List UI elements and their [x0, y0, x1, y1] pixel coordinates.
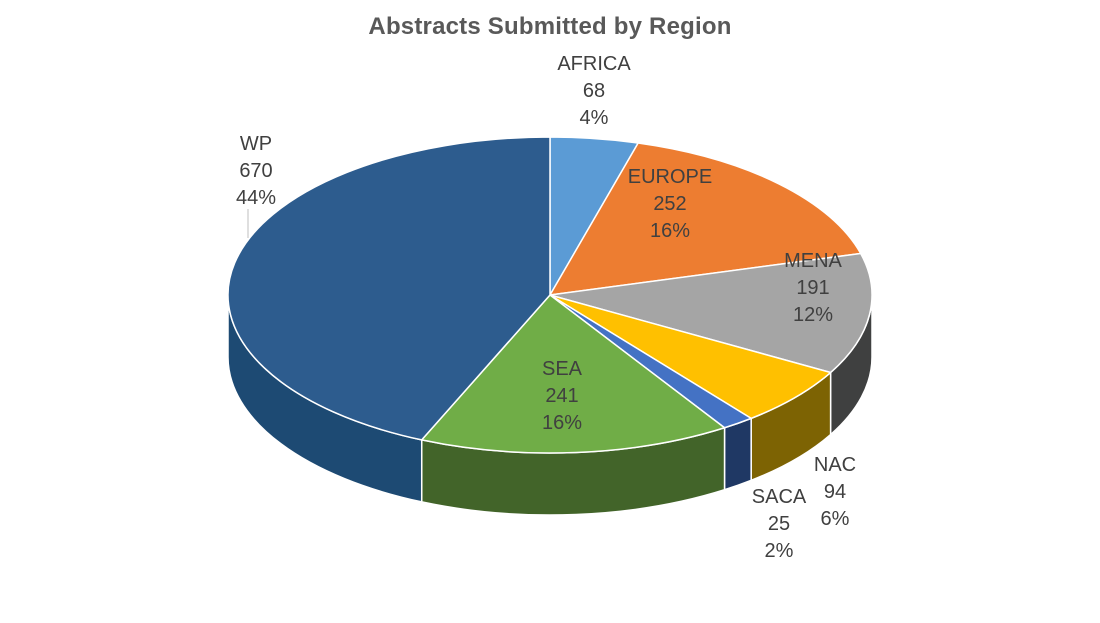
- pie-slice-WP[interactable]: [227, 136, 551, 441]
- pie-slice-NAC[interactable]: [549, 294, 832, 420]
- pie-slice-MENA[interactable]: [549, 252, 873, 374]
- pie-slice-EUROPE[interactable]: [549, 142, 862, 296]
- data-label-EUROPE: EUROPE 252 16%: [628, 166, 712, 242]
- chart-title: Abstracts Submitted by Region: [368, 13, 732, 40]
- data-label-MENA: MENA 191 12%: [784, 250, 842, 326]
- pie-slice-SEA[interactable]: [420, 294, 726, 454]
- data-label-AFRICA: AFRICA 68 4%: [557, 53, 631, 129]
- data-label-SACA: SACA 25 2%: [752, 486, 807, 562]
- data-label-WP: WP 670 44%: [236, 133, 276, 209]
- pie-slice-side-SACA[interactable]: [723, 417, 752, 491]
- data-label-SEA: SEA 241 16%: [542, 358, 583, 434]
- data-label-NAC: NAC 94 6%: [814, 454, 856, 530]
